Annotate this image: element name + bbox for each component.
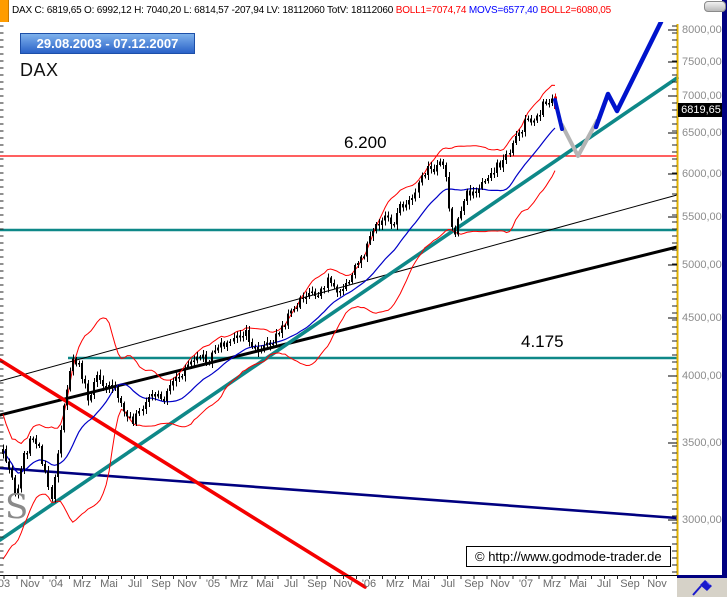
wave-annotation: S [5,487,29,527]
price-axis-label: 6500,00 [682,127,722,139]
time-axis-label: Mrz [542,578,562,590]
price-axis-label: 5500,00 [682,211,722,223]
bollinger-upper-band [2,84,556,445]
price-axis-label: 7500,00 [682,56,722,68]
support-level-label: 4.175 [521,332,564,351]
moving-average-line [2,127,556,474]
time-axis-label: Mrz [72,578,92,590]
price-axis-label: 3000,00 [682,514,722,526]
watermark: © http://www.godmode-trader.de [466,546,671,567]
resistance-level-label: 6.200 [344,133,387,152]
time-axis-label: Jul [596,578,612,590]
title-bar: DAX C: 6819,65 O: 6992,12 H: 7040,20 L: … [0,0,727,22]
bollinger-bands [2,84,556,560]
corner-cell [677,575,727,597]
price-axis-label: 4000,00 [682,370,722,382]
price-axis-label: 7000,00 [682,90,722,102]
time-axis-label: Sep [464,578,484,590]
time-axis-label: Nov [333,578,353,590]
forecast-rally-blue [593,19,664,130]
time-axis-label: '06 [361,578,377,590]
last-price-badge: 6819,65 [678,103,724,117]
time-axis-label: Mai [256,578,274,590]
bollinger-lower-band [2,170,556,560]
time-axis-label: 03 [0,578,11,590]
time-axis-label: Mrz [385,578,405,590]
price-axis-label: 4500,00 [682,312,722,324]
pushpin-icon[interactable] [677,578,723,597]
time-axis-label: Sep [307,578,327,590]
time-axis-label: Jul [127,578,143,590]
title-accent-block [0,0,9,22]
instrument-title: DAX [20,60,59,80]
window-right-border [722,0,727,580]
time-axis-label: Nov [490,578,510,590]
forecast-alternative-gray [560,119,599,158]
boll1-value: BOLL1=7074,74 [395,5,467,16]
time-axis-label: Jul [440,578,456,590]
candlestick-series [2,93,557,503]
time-axis-label: Mai [412,578,430,590]
time-axis-label: '05 [205,578,221,590]
time-axis-label: Nov [647,578,667,590]
movs-value: MOVS=6577,40 [468,5,538,16]
time-axis-label: '04 [48,578,64,590]
time-axis[interactable]: 03 Nov '04 Mrz Mai Jul Sep Nov '05 Mrz Mai Jul Sep No… [0,578,677,594]
price-axis-label: 6000,00 [682,168,722,180]
time-axis-label: Mrz [229,578,249,590]
date-range-badge: 29.08.2003 - 07.12.2007 [20,33,195,54]
time-axis-label: Mai [569,578,587,590]
time-axis-label: Sep [151,578,171,590]
time-axis-label: Sep [620,578,640,590]
time-axis-label: Nov [177,578,197,590]
thin-black-channel [0,194,678,382]
axes [0,24,679,579]
window-control[interactable] [704,1,726,12]
navy-baseline [0,466,678,520]
boll2-value: BOLL2=6080,05 [540,5,612,16]
price-axis-label: 3500,00 [682,437,722,449]
forecast-drop-blue [553,98,564,131]
time-axis-label: Jul [283,578,299,590]
time-axis-label: '07 [518,578,534,590]
quote-ohlc-text: DAX C: 6819,65 O: 6992,12 H: 7040,20 L: … [12,5,394,16]
time-axis-label: Mai [100,578,118,590]
teal-major-uptrend [0,76,679,542]
price-axis-label: 5000,00 [682,259,722,271]
price-axis-label: 8000,00 [682,24,722,36]
time-axis-label: Nov [20,578,40,590]
red-downtrend [0,358,367,589]
